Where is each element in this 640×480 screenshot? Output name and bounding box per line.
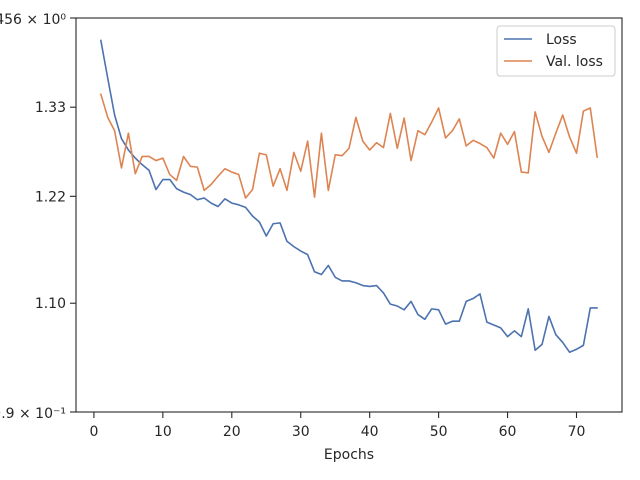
x-tick-label: 20 <box>223 424 241 440</box>
x-axis-label: Epochs <box>324 447 374 463</box>
plot-frame <box>75 17 623 413</box>
x-tick-label: 50 <box>430 424 448 440</box>
y-tick-label: 1.33 <box>35 100 66 116</box>
y-tick-label-top: 1.456 × 10⁰ <box>0 12 66 28</box>
plot-area <box>76 18 622 412</box>
legend: Loss Val. loss <box>496 25 616 77</box>
legend-label-loss: Loss <box>546 32 577 48</box>
x-tick-label: 0 <box>89 424 98 440</box>
legend-label-val-loss: Val. loss <box>546 54 603 70</box>
x-tick-label: 60 <box>499 424 517 440</box>
x-tick-label: 40 <box>361 424 379 440</box>
x-tick-label: 30 <box>292 424 310 440</box>
y-tick-label: 1.10 <box>35 296 66 312</box>
y-tick-label-bottom: 9.9 × 10⁻¹ <box>0 406 66 422</box>
series-layer <box>100 39 598 354</box>
x-axis: 0 10 20 30 40 50 60 70 <box>89 412 585 440</box>
x-tick-label: 70 <box>568 424 586 440</box>
series-line-val-loss <box>100 93 598 199</box>
series-line-loss <box>100 39 598 354</box>
x-tick-label: 10 <box>154 424 172 440</box>
y-tick-label: 1.22 <box>35 189 66 205</box>
y-axis: 1.10 1.22 1.33 <box>35 17 76 413</box>
